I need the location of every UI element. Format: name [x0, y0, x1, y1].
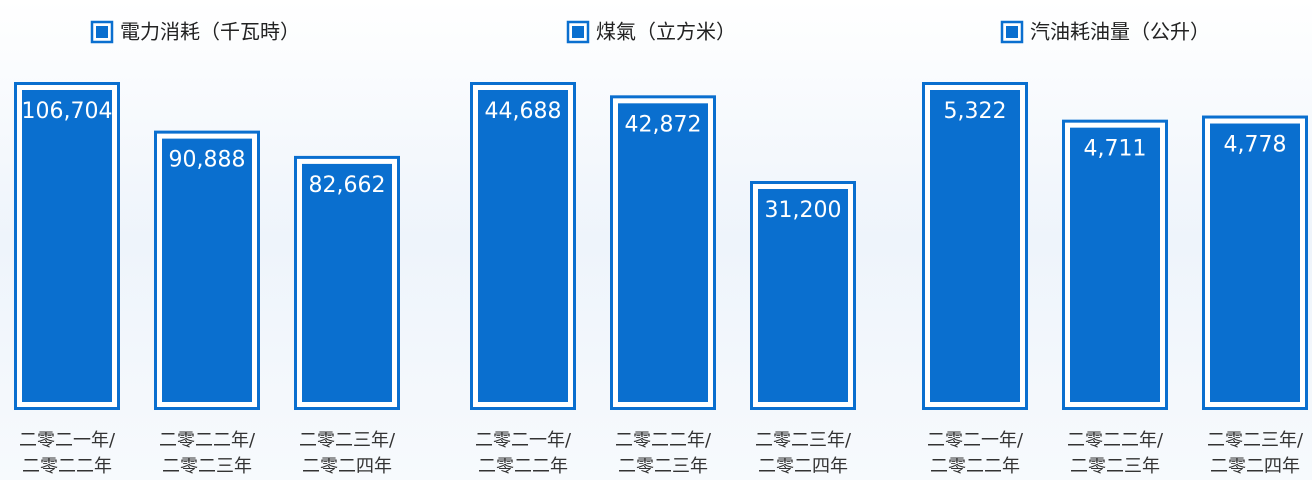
x-tick-label: 二零二二年/	[1067, 430, 1164, 451]
value-label: 4,711	[1084, 137, 1147, 162]
bar	[758, 188, 848, 402]
x-tick-label: 二零二二年	[930, 456, 1020, 477]
bar	[618, 103, 708, 402]
x-tick-label: 二零二三年/	[755, 430, 852, 451]
legend-icon	[572, 26, 584, 38]
bar	[1070, 127, 1160, 402]
value-label: 106,704	[22, 99, 113, 124]
x-tick-label: 二零二二年	[22, 456, 112, 477]
bar	[478, 90, 568, 402]
x-tick-label: 二零二一年/	[927, 430, 1024, 451]
bar	[22, 90, 112, 402]
x-tick-label: 二零二二年/	[159, 430, 256, 451]
x-tick-label: 二零二一年/	[19, 430, 116, 451]
x-tick-label: 二零二二年/	[615, 430, 712, 451]
x-tick-label: 二零二四年	[758, 456, 848, 477]
value-label: 90,888	[169, 148, 246, 173]
x-tick-label: 二零二四年	[302, 456, 392, 477]
x-tick-label: 二零二三年	[618, 456, 708, 477]
bar	[302, 163, 392, 402]
legend-label: 汽油耗油量（公升）	[1030, 20, 1210, 44]
bar	[1210, 123, 1300, 402]
bar	[930, 90, 1020, 402]
x-tick-label: 二零二三年	[162, 456, 252, 477]
legend-icon	[96, 26, 108, 38]
bar	[162, 138, 252, 402]
x-tick-label: 二零二二年	[478, 456, 568, 477]
x-tick-label: 二零二一年/	[475, 430, 572, 451]
value-label: 4,778	[1224, 133, 1287, 158]
value-label: 82,662	[309, 173, 386, 198]
x-tick-label: 二零二三年/	[1207, 430, 1304, 451]
legend-label: 電力消耗（千瓦時）	[120, 20, 300, 44]
x-tick-label: 二零二四年	[1210, 456, 1300, 477]
value-label: 5,322	[944, 99, 1007, 124]
value-label: 42,872	[625, 112, 702, 137]
value-label: 44,688	[485, 99, 562, 124]
x-tick-label: 二零二三年/	[299, 430, 396, 451]
value-label: 31,200	[765, 198, 842, 223]
legend-label: 煤氣（立方米）	[596, 20, 736, 44]
x-tick-label: 二零二三年	[1070, 456, 1160, 477]
legend-icon	[1006, 26, 1018, 38]
